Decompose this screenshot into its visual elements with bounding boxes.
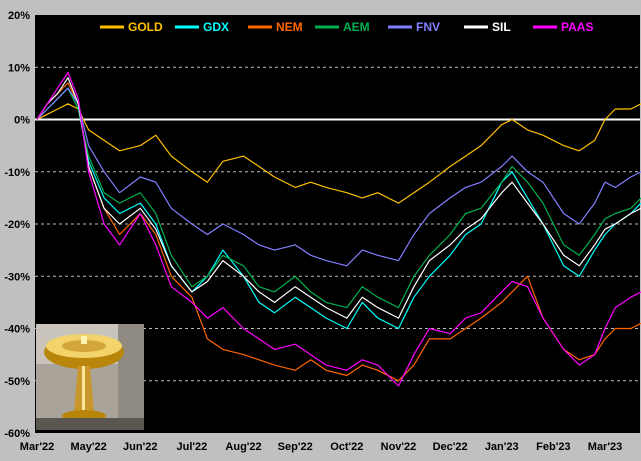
legend-label-sil: SIL [492,20,511,34]
x-tick-label: Dec'22 [433,441,468,453]
x-tick-label: Mar'22 [20,441,54,453]
legend-label-fnv: FNV [416,20,440,34]
y-tick-label: 20% [8,10,30,22]
x-tick-label: Aug'22 [225,441,261,453]
y-tick-label: -10% [4,167,30,179]
y-tick-label: -50% [4,376,30,388]
x-tick-label: Jan'23 [485,441,519,453]
grid [35,66,640,382]
x-tick-label: Mar'23 [588,441,622,453]
gold-fountain-photo [36,324,144,430]
y-tick-label: -30% [4,271,30,283]
legend-label-paas: PAAS [561,20,593,34]
series-line-gold [36,103,641,204]
legend-label-nem: NEM [276,20,303,34]
x-tick-label: Oct'22 [330,441,363,453]
x-tick-label: May'22 [71,441,107,453]
y-tick-label: 0% [14,115,30,127]
series-line-sil [36,77,641,319]
series-line-gdx [36,87,641,330]
series-line-paas [36,71,641,387]
x-axis: Mar'22 May'22 Jun'22 Jul'22 Aug'22 Sep'22 Oct'… [20,441,622,453]
y-axis: 20% 10% 0% -10% -20% -30% -40% -50% -60% [4,10,30,440]
x-tick-label: Nov'22 [381,441,417,453]
y-tick-label: 10% [8,62,30,74]
x-tick-label: Sep'22 [278,441,313,453]
y-tick-label: -60% [4,428,30,440]
legend: GOLD GDX NEM AEM FNV SIL PAAS [100,20,593,34]
legend-label-gold: GOLD [128,20,163,34]
y-tick-label: -40% [4,324,30,336]
series-line-fnv [36,87,641,267]
y-tick-label: -20% [4,219,30,231]
x-tick-label: Jul'22 [177,441,208,453]
x-tick-label: Jun'22 [123,441,157,453]
legend-label-gdx: GDX [203,20,229,34]
series-line-aem [36,87,641,309]
x-tick-label: Feb'23 [536,441,570,453]
legend-label-aem: AEM [343,20,370,34]
series-lines [36,71,641,387]
